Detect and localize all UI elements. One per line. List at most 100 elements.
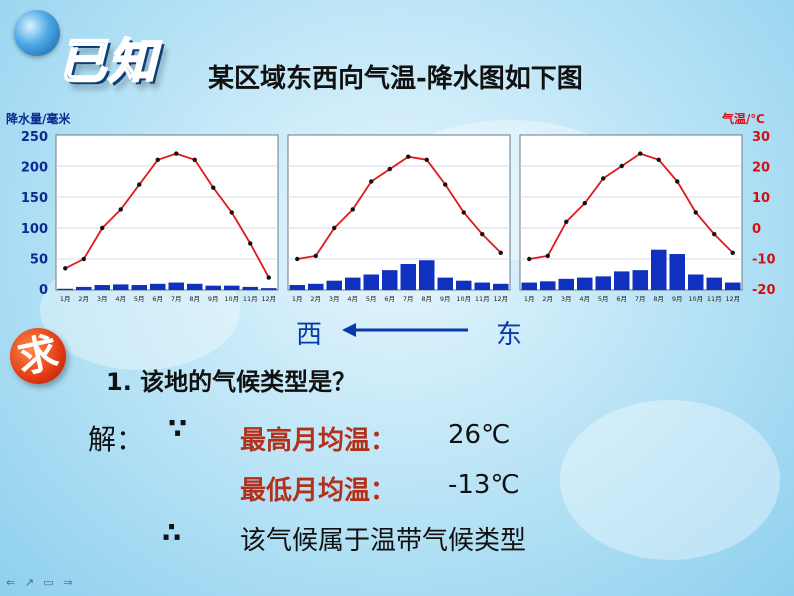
temperature-point <box>527 256 532 262</box>
month-tick: 11月 <box>475 295 490 303</box>
precip-bar <box>113 284 129 290</box>
temperature-point <box>480 232 485 237</box>
temperature-point <box>248 241 253 246</box>
climate-charts: 250 200 150 100 50 0 30 20 10 0 -10 -20 … <box>21 130 776 303</box>
panel-frame <box>287 134 511 291</box>
precip-bar <box>345 277 361 290</box>
precip-bar <box>493 283 509 290</box>
temp-axis-title: 气温/℃ <box>722 112 765 126</box>
precip-bar <box>669 254 685 290</box>
month-tick: 5月 <box>134 295 145 303</box>
precip-bar <box>540 281 556 290</box>
temperature-point <box>712 232 717 237</box>
precip-bar <box>131 285 147 290</box>
month-tick: 10月 <box>456 295 471 303</box>
month-tick: 1月 <box>292 295 303 303</box>
precip-bar <box>521 282 537 290</box>
month-tick: 1月 <box>524 295 535 303</box>
month-tick: 2月 <box>78 295 89 303</box>
precip-axis: 250 200 150 100 50 0 <box>21 130 48 298</box>
precip-bar <box>224 285 240 290</box>
therefore-symbol: ∴ <box>162 516 182 549</box>
temperature-line <box>297 155 502 260</box>
month-tick: 6月 <box>384 295 395 303</box>
temp-tick: -20 <box>752 283 776 298</box>
month-tick: 10月 <box>224 295 239 303</box>
month-tick: 12月 <box>725 295 740 303</box>
west-label: 西 <box>296 320 323 350</box>
month-tick: 12月 <box>261 295 276 303</box>
month-tick: 8月 <box>189 295 200 303</box>
month-tick: 3月 <box>329 295 340 303</box>
temperature-point <box>406 154 411 159</box>
arrow-head-icon <box>342 323 356 337</box>
precip-bar <box>308 283 324 290</box>
temperature-point <box>369 179 374 184</box>
temperature-point <box>545 253 550 259</box>
precip-tick: 0 <box>39 283 48 298</box>
temperature-point <box>656 157 661 162</box>
temperature-point <box>118 207 123 212</box>
precip-bar <box>261 288 277 290</box>
precip-tick: 200 <box>21 161 48 176</box>
climate-panel: 1月 2月 3月 4月 5月 6月 7月 8月 9月 10月 11月 12月 <box>55 134 279 303</box>
precip-bar <box>168 282 184 290</box>
temperature-point <box>443 182 448 187</box>
temperature-point <box>332 225 337 231</box>
month-tick: 4月 <box>115 295 126 303</box>
precip-tick: 100 <box>21 222 48 237</box>
precip-bar <box>363 274 379 290</box>
precip-bar <box>577 277 593 290</box>
month-tick: 5月 <box>598 295 609 303</box>
temperature-point <box>211 185 216 190</box>
month-tick: 1月 <box>60 295 71 303</box>
precip-bar <box>651 249 667 290</box>
month-tick: 12月 <box>493 295 508 303</box>
climate-panel: 1月 2月 3月 4月 5月 6月 7月 8月 9月 10月 11月 12月 <box>287 134 511 303</box>
temperature-point <box>638 151 643 156</box>
precip-bar <box>725 282 741 290</box>
temperature-point <box>192 157 197 162</box>
precip-tick: 50 <box>30 252 48 267</box>
precip-bar <box>242 286 258 290</box>
direction-arrow <box>342 323 468 337</box>
precip-bar <box>289 285 305 290</box>
temp-axis: 30 20 10 0 -10 -20 <box>752 130 776 298</box>
panel-frame <box>519 134 743 291</box>
slide-nav-controls[interactable]: ⇐ ↗ ▭ ⇒ <box>6 576 76 589</box>
month-tick: 5月 <box>366 295 377 303</box>
month-tick: 8月 <box>421 295 432 303</box>
temperature-point <box>155 157 160 162</box>
temp-tick: 0 <box>752 222 761 237</box>
temp-tick: -10 <box>752 252 776 267</box>
month-tick: 7月 <box>635 295 646 303</box>
precip-bar <box>57 288 73 290</box>
map-decoration <box>560 400 780 560</box>
precip-bar <box>706 277 722 290</box>
temperature-point <box>63 266 68 271</box>
temperature-point <box>619 163 624 169</box>
east-label: 东 <box>496 320 523 350</box>
temperature-point <box>424 157 429 162</box>
precip-bar <box>614 271 630 290</box>
month-tick: 7月 <box>403 295 414 303</box>
temperature-point <box>229 210 234 215</box>
temperature-point <box>387 166 392 172</box>
precip-bar <box>76 286 92 290</box>
page-title: 某区域东西向气温-降水图如下图 <box>208 64 583 94</box>
precip-bar <box>437 277 453 290</box>
month-tick: 9月 <box>208 295 219 303</box>
temperature-point <box>100 225 105 231</box>
temp-tick: 20 <box>752 161 770 176</box>
precip-tick: 250 <box>21 130 48 145</box>
temperature-point <box>174 151 179 156</box>
climate-panel: 1月 2月 3月 4月 5月 6月 7月 8月 9月 10月 11月 12月 <box>519 134 743 303</box>
panel-frame <box>55 134 279 291</box>
month-tick: 4月 <box>347 295 358 303</box>
conclusion-text: 该气候属于温带气候类型 <box>240 526 527 556</box>
precip-bar <box>456 280 472 290</box>
temperature-point <box>81 256 86 262</box>
precip-bar <box>205 285 221 290</box>
precip-bar <box>382 270 398 290</box>
precip-bar <box>150 283 166 290</box>
